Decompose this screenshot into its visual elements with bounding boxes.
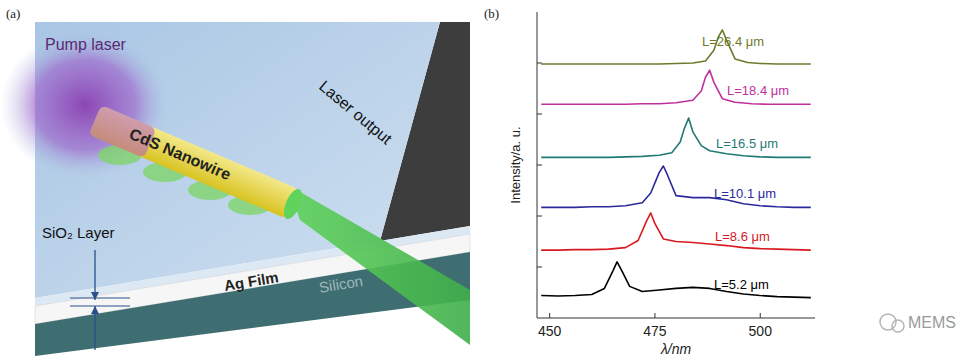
label: Pump laser (45, 36, 127, 53)
label: Silicon (318, 272, 364, 296)
watermark-icon (892, 320, 904, 332)
y-tick (537, 216, 542, 217)
x-tick-label: 475 (643, 323, 667, 339)
series-group (541, 30, 811, 298)
x-tick (760, 313, 761, 318)
series-label: L=5.2 μm (714, 277, 769, 292)
spectrum-line (541, 70, 811, 104)
series-label: L=10.1 μm (714, 186, 776, 201)
marker-line (70, 306, 130, 307)
panel-label: (a) (6, 6, 20, 21)
label: CdS Nanowire (127, 125, 234, 183)
nanowire (89, 105, 306, 221)
diagram: Pump laser CdS Nanowire Laser output SiO₂ L… (0, 22, 470, 356)
x-tick-label: 450 (538, 323, 562, 339)
label: Ag Film (223, 268, 280, 294)
y-axis-label: Intensity/a. u. (508, 126, 523, 203)
x-axis-label: λ/nm (660, 341, 692, 357)
arrow-head (91, 306, 99, 314)
series-label: L=18.4 μm (727, 83, 789, 98)
spectrum-line (541, 30, 811, 64)
nanowire-body (89, 105, 299, 218)
watermark: MEMS (880, 314, 956, 332)
chart: 450 475 500 λ/nm Intensity/a. u. L=5.2 μm L=8.… (508, 12, 815, 357)
spectrum-line (541, 262, 811, 298)
series-label: L=8.6 μm (715, 229, 770, 244)
arrow-head (91, 292, 99, 300)
watermark-text: MEMS (908, 314, 956, 331)
spectrum-line (541, 166, 811, 207)
y-tick (537, 165, 542, 166)
label: Laser output (316, 77, 395, 148)
x-tick (549, 313, 550, 318)
x-tick-label: 500 (749, 323, 773, 339)
y-tick (537, 267, 542, 268)
panel-label: (b) (484, 6, 499, 21)
series-label: L=26.4 μm (702, 34, 764, 49)
x-tick (654, 313, 655, 318)
label: SiO₂ Layer (42, 224, 115, 241)
y-tick (537, 114, 542, 115)
spectrum-line (541, 118, 811, 157)
nanowire-end (280, 187, 305, 222)
series-label: L=16.5 μm (716, 136, 778, 151)
figure: (a) (b) Pump laser CdS Nanowire Laser output… (0, 0, 968, 361)
x-axis (537, 318, 815, 319)
spectrum-line (541, 213, 811, 250)
laser-beam (288, 185, 470, 345)
marker-line (70, 298, 130, 299)
